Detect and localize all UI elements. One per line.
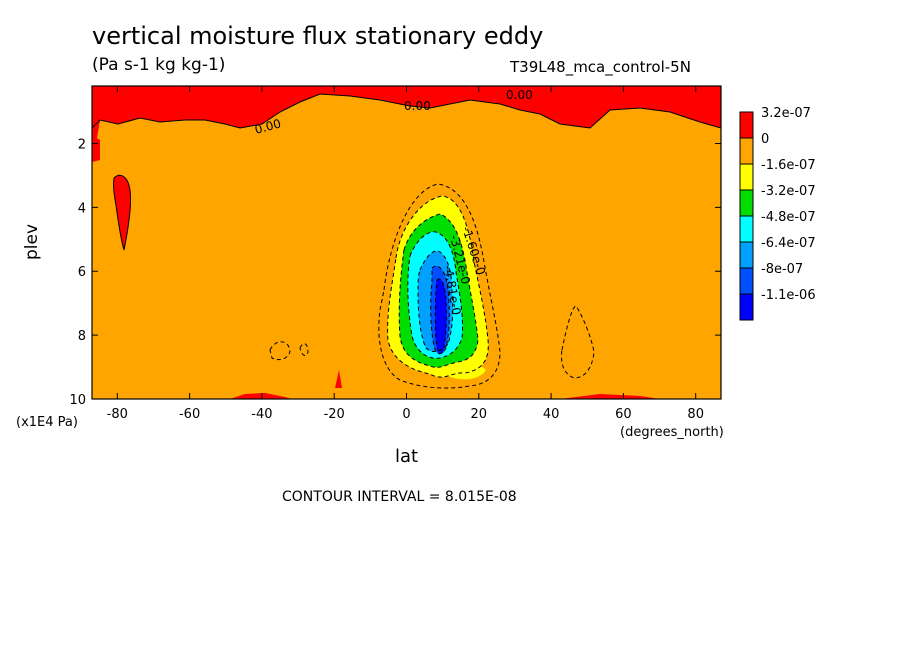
legend-swatch <box>739 111 754 139</box>
positive-patch-bottom-b <box>335 370 342 388</box>
legend-label: -1.1e-06 <box>761 288 816 303</box>
axes: -80 -60 -40 -20 0 20 40 60 80 2 4 6 8 10 <box>69 86 721 422</box>
y-tick-label: 4 <box>78 201 86 216</box>
legend-swatch <box>739 137 754 165</box>
x-tick-label: 80 <box>687 407 704 422</box>
x-axis-label: lat <box>395 446 419 467</box>
positive-patch-bottom-a <box>230 393 292 399</box>
upper-positive-band <box>92 86 721 160</box>
contour-lines <box>91 93 722 389</box>
positive-patch-bottom-c <box>560 394 660 399</box>
dashed-contour-28s <box>299 343 309 356</box>
legend-swatch <box>739 189 754 217</box>
contour-fill-minus-1.6e-07-b <box>448 364 486 380</box>
y-tick-label: 6 <box>78 265 86 280</box>
y-tick-label: 8 <box>78 329 86 344</box>
chart-units: (Pa s-1 kg kg-1) <box>92 55 226 75</box>
x-tick-label: 0 <box>402 407 410 422</box>
contour-label: 0.00 <box>404 99 431 113</box>
y-tick-label: 10 <box>69 393 86 408</box>
legend-swatch <box>739 293 754 321</box>
dashed-contour-6 <box>430 265 450 355</box>
x-tick-label: -60 <box>179 407 200 422</box>
dashed-contour-45n <box>561 305 595 379</box>
dashed-contour-40s <box>269 341 291 361</box>
dashed-contour-2 <box>387 195 489 378</box>
legend-label: -8e-07 <box>761 262 803 277</box>
x-axis-units: (degrees_north) <box>620 425 724 440</box>
dashed-contour-outer <box>378 183 501 389</box>
legend-swatch <box>739 215 754 243</box>
contour-interval-text: CONTOUR INTERVAL = 8.015E-08 <box>282 489 517 505</box>
legend-label: -4.8e-07 <box>761 210 816 225</box>
contour-label: 0.00 <box>253 116 282 136</box>
contour-label: 0.00 <box>506 88 533 102</box>
zero-contour-line-80s <box>113 174 131 251</box>
dashed-contour-7 <box>434 278 447 354</box>
x-tick-label: -20 <box>324 407 345 422</box>
color-legend: 3.2e-07 0 -1.6e-07 -3.2e-07 -4.8e-07 -6.4e-07… <box>739 106 816 321</box>
legend-label: -6.4e-07 <box>761 236 816 251</box>
y-tick-label: 2 <box>78 137 86 152</box>
legend-label: -3.2e-07 <box>761 184 816 199</box>
legend-label: 3.2e-07 <box>761 106 811 121</box>
legend-label: 0 <box>761 132 769 147</box>
legend-swatch <box>739 163 754 191</box>
x-tick-label: 60 <box>615 407 632 422</box>
dataset-label: T39L48_mca_control-5N <box>510 58 691 76</box>
zero-contour-line <box>91 93 722 129</box>
chart-title: vertical moisture flux stationary eddy <box>92 22 544 50</box>
dashed-contour-3 <box>398 213 479 368</box>
legend-swatch <box>739 241 754 269</box>
positive-patch-left <box>92 135 100 162</box>
x-tick-label: -40 <box>251 407 272 422</box>
contour-fill-minus-1.1e-06 <box>435 278 447 354</box>
y-axis-units: (x1E4 Pa) <box>16 415 78 430</box>
legend-label: -1.6e-07 <box>761 158 816 173</box>
positive-column-80s <box>113 175 131 250</box>
x-tick-label: -80 <box>107 407 128 422</box>
x-tick-label: 20 <box>471 407 488 422</box>
dashed-contour-4 <box>407 231 464 359</box>
legend-swatch <box>739 267 754 295</box>
filled-contours <box>92 86 721 399</box>
x-tick-label: 40 <box>543 407 560 422</box>
dashed-contour-5 <box>417 250 454 352</box>
